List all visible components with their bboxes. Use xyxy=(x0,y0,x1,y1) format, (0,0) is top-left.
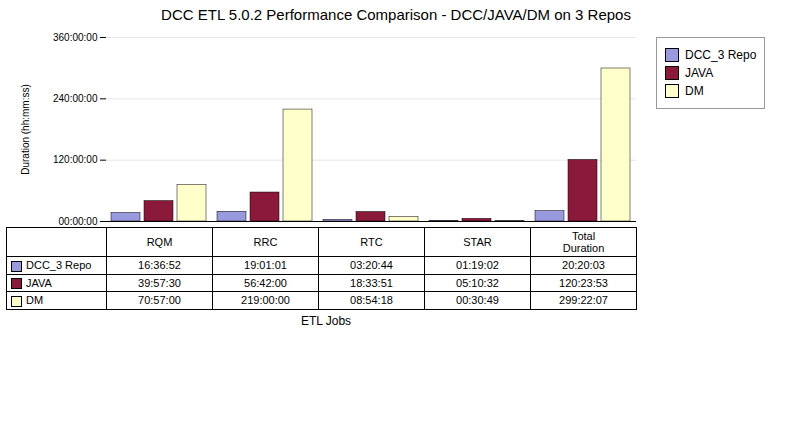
svg-text:360:00:00: 360:00:00 xyxy=(53,32,98,43)
html-text:219:00:00: 219:00:00 xyxy=(241,294,290,307)
html-text:RQM: RQM xyxy=(146,236,173,248)
svg-text:120:00:00: 120:00:00 xyxy=(53,154,98,165)
html-text:20:20:03: 20:20:03 xyxy=(562,259,605,272)
html-text:STAR: STAR xyxy=(463,236,492,248)
html-text:DM: DM xyxy=(26,294,44,307)
html-text:DM: DM xyxy=(685,84,704,98)
html-text:08:54:18: 08:54:18 xyxy=(350,294,393,307)
html-text:19:01:01: 19:01:01 xyxy=(244,259,287,272)
html-text:ETL Jobs: ETL Jobs xyxy=(300,313,352,328)
html-text:Total Duration: Total Duration xyxy=(562,230,605,254)
svg-text:Duration (hh:mm:ss): Duration (hh:mm:ss) xyxy=(20,84,31,175)
html-text:120:23:53: 120:23:53 xyxy=(559,276,608,289)
html-text:56:42:00: 56:42:00 xyxy=(244,276,287,289)
html-text:00:30:49: 00:30:49 xyxy=(456,294,499,307)
html-text:DCC ETL 5.0.2 Performance Comp: DCC ETL 5.0.2 Performance Comparison - D… xyxy=(161,6,631,23)
html-text:03:20:44: 03:20:44 xyxy=(350,259,393,272)
html-text:01:19:02: 01:19:02 xyxy=(456,259,499,272)
html-text:JAVA: JAVA xyxy=(26,276,52,289)
html-text:299:22:07: 299:22:07 xyxy=(559,294,608,307)
svg-text:00:00:00: 00:00:00 xyxy=(59,216,98,227)
html-text:39:57:30: 39:57:30 xyxy=(138,276,181,289)
html-text:70:57:00: 70:57:00 xyxy=(138,294,181,307)
html-text:JAVA: JAVA xyxy=(685,66,714,80)
html-text:RTC: RTC xyxy=(360,236,383,248)
html-text:18:33:51: 18:33:51 xyxy=(350,276,393,289)
html-text:16:36:52: 16:36:52 xyxy=(138,259,181,272)
html-text:05:10:32: 05:10:32 xyxy=(456,276,499,289)
svg-text:240:00:00: 240:00:00 xyxy=(53,93,98,104)
html-text:DCC_3 Repo: DCC_3 Repo xyxy=(685,48,757,62)
html-text:RRC: RRC xyxy=(253,236,278,248)
html-text:DCC_3 Repo: DCC_3 Repo xyxy=(26,259,92,271)
